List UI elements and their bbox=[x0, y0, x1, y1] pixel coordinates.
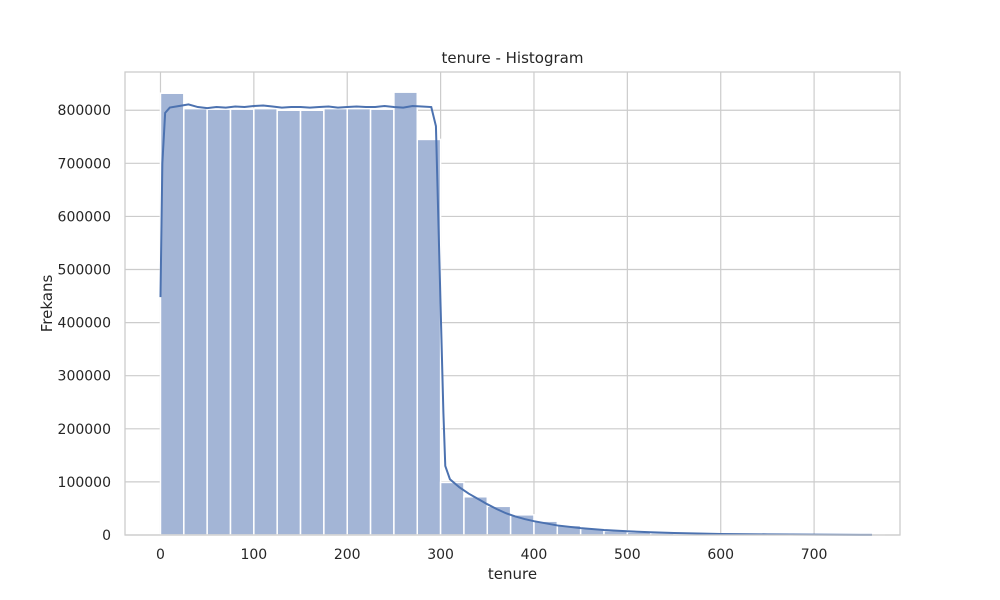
histogram-bar bbox=[369, 108, 395, 536]
histogram-bar bbox=[276, 109, 302, 536]
x-tick-label: 0 bbox=[156, 547, 165, 563]
y-tick-label: 500000 bbox=[58, 263, 111, 279]
y-tick-label: 300000 bbox=[58, 369, 111, 385]
chart-title: tenure - Histogram bbox=[442, 49, 584, 67]
x-tick-label: 400 bbox=[521, 547, 548, 563]
histogram-bar bbox=[159, 92, 185, 536]
y-axis-label: Frekans bbox=[38, 275, 56, 333]
x-tick-label: 500 bbox=[614, 547, 641, 563]
histogram-bar bbox=[323, 107, 348, 536]
histogram-bar bbox=[253, 107, 278, 536]
histogram-bar bbox=[229, 108, 255, 536]
histogram-bar bbox=[183, 107, 208, 536]
y-tick-label: 700000 bbox=[58, 156, 111, 172]
y-tick-label: 100000 bbox=[58, 475, 111, 491]
x-tick-label: 700 bbox=[801, 547, 828, 563]
histogram-bar bbox=[206, 108, 232, 536]
histogram-bar bbox=[299, 109, 325, 536]
x-tick-label: 600 bbox=[707, 547, 734, 563]
y-tick-label: 400000 bbox=[58, 316, 111, 332]
y-tick-label: 200000 bbox=[58, 422, 111, 438]
x-axis-label: tenure bbox=[488, 565, 537, 583]
y-tick-label: 0 bbox=[102, 528, 111, 544]
y-tick-label: 600000 bbox=[58, 209, 111, 225]
x-axis-ticks: 0 100 200 300 400 500 600 700 bbox=[156, 547, 827, 563]
histogram-bar bbox=[346, 107, 372, 536]
kde-curve bbox=[159, 103, 872, 536]
plot-frame bbox=[124, 71, 901, 536]
histogram-bar bbox=[439, 481, 465, 536]
x-tick-label: 100 bbox=[240, 547, 267, 563]
y-axis-ticks: 0 100000 200000 300000 400000 500000 600000 700… bbox=[58, 103, 111, 544]
histogram-bar bbox=[393, 91, 419, 536]
y-tick-label: 800000 bbox=[58, 103, 111, 119]
x-tick-label: 200 bbox=[334, 547, 361, 563]
x-tick-label: 300 bbox=[427, 547, 454, 563]
